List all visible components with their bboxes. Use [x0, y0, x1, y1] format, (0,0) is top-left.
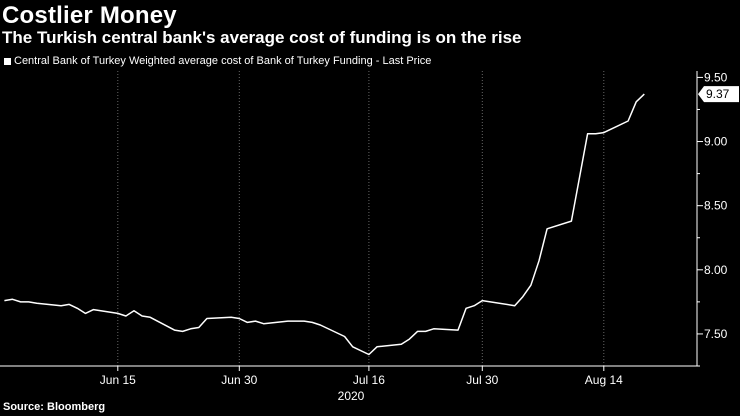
grid-lines — [117, 71, 605, 366]
source-note: Source: Bloomberg — [3, 401, 106, 413]
axes — [0, 71, 703, 371]
series-line — [4, 93, 645, 356]
y-tick-label: 9.00 — [704, 135, 728, 149]
legend-swatch — [4, 57, 11, 65]
x-tick-label: Jun 15 — [100, 373, 136, 387]
y-tick-label: 8.50 — [704, 199, 728, 213]
x-tick-label: Jul 16 — [353, 373, 385, 387]
legend: Central Bank of Turkey Weighted average … — [4, 55, 431, 67]
x-year-label: 2020 — [338, 389, 365, 403]
y-tick-label: 7.50 — [704, 327, 728, 341]
legend-label: Central Bank of Turkey Weighted average … — [14, 55, 432, 67]
chart-subtitle: The Turkish central bank's average cost … — [2, 28, 522, 47]
last-value-label: 9.37 — [706, 87, 730, 101]
series — [4, 93, 645, 356]
axis-labels: Jun 15 Jun 30 Jul 16 Jul 30 Aug 14 2020 7.50 8.… — [100, 70, 739, 403]
x-tick-label: Aug 14 — [585, 373, 623, 387]
x-tick-label: Jun 30 — [221, 373, 257, 387]
x-tick-label: Jul 30 — [466, 373, 498, 387]
y-tick-label: 9.50 — [704, 70, 728, 84]
last-value-callout — [698, 86, 739, 103]
y-tick-label: 8.00 — [704, 263, 728, 277]
chart-title: Costlier Money — [2, 2, 177, 29]
